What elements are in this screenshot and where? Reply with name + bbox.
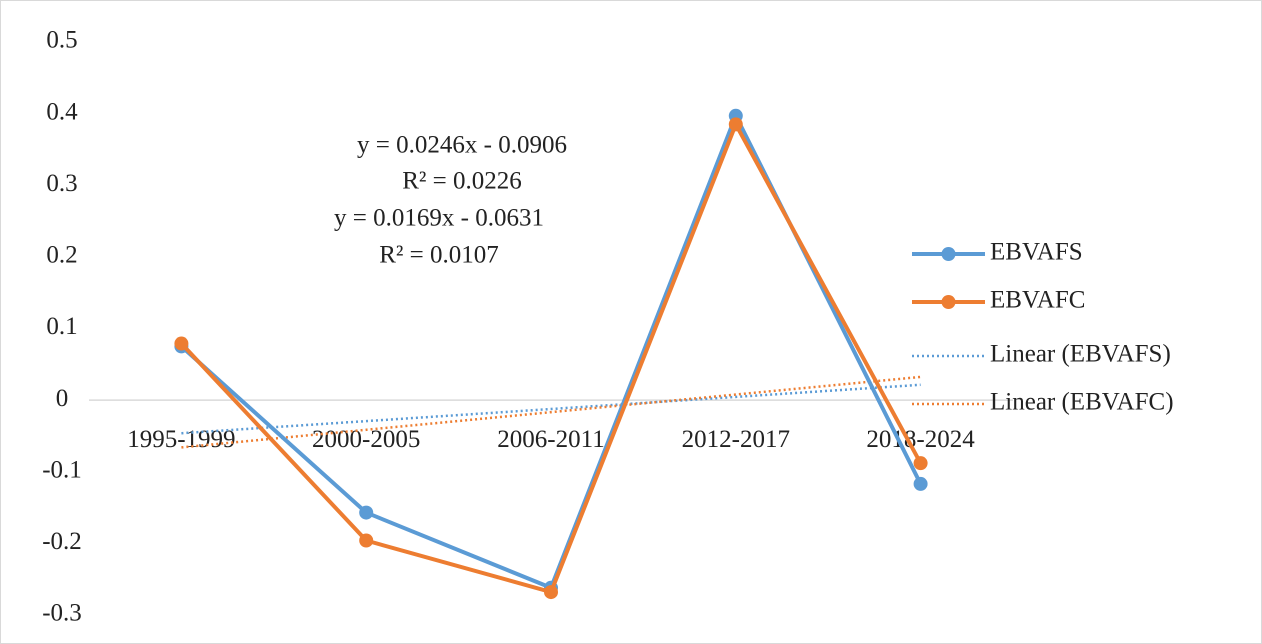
- marker: [174, 336, 189, 351]
- trend-r2: R² = 0.0107: [379, 242, 499, 269]
- y-tick-label: 0.1: [46, 313, 77, 340]
- y-tick-label: 0.2: [46, 242, 77, 269]
- marker: [913, 456, 928, 471]
- legend-label: Linear (EBVAFC): [990, 389, 1174, 416]
- marker: [544, 585, 558, 600]
- trend-r2: R² = 0.0226: [402, 168, 522, 195]
- y-tick-label: 0.3: [46, 170, 77, 197]
- legend-label: Linear (EBVAFS): [990, 341, 1171, 368]
- marker: [913, 476, 928, 491]
- trendline: [181, 375, 921, 449]
- x-tick-label: 1995-1999: [127, 426, 235, 453]
- marker: [359, 533, 374, 548]
- trend-equation: y = 0.0169x - 0.0631: [334, 205, 544, 232]
- legend-marker: [941, 247, 956, 261]
- y-tick-label: 0.4: [46, 98, 78, 125]
- y-tick-label: -0.3: [42, 600, 82, 627]
- y-tick-label: -0.2: [42, 528, 82, 555]
- legend-marker: [941, 295, 956, 309]
- trend-equation: y = 0.0246x - 0.0906: [357, 132, 567, 159]
- marker: [359, 505, 374, 520]
- y-tick-label: 0: [56, 385, 69, 412]
- marker: [728, 117, 743, 132]
- x-tick-label: 2012-2017: [682, 426, 790, 453]
- legend-label: EBVAFS: [990, 239, 1083, 266]
- legend-label: EBVAFC: [990, 287, 1085, 314]
- y-tick-label: -0.1: [42, 456, 82, 483]
- x-tick-label: 2006-2011: [497, 426, 604, 453]
- y-tick-label: 0.5: [46, 27, 77, 54]
- x-tick-label: 2018-2024: [866, 426, 975, 453]
- trendline: [181, 383, 921, 435]
